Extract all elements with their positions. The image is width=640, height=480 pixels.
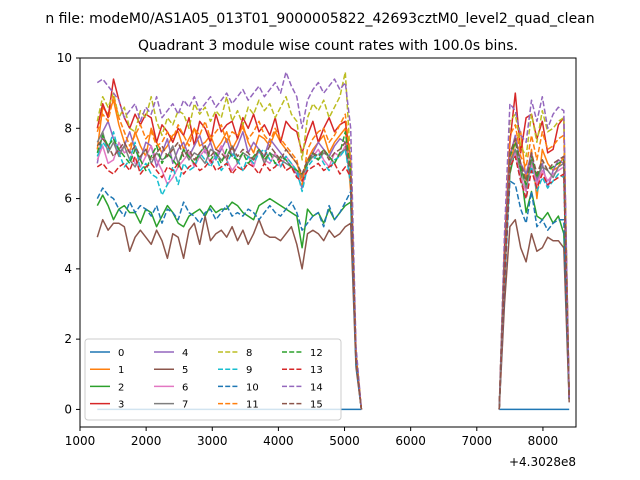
y-tick-label: 6: [64, 192, 72, 206]
y-tick-label: 10: [57, 51, 72, 65]
x-tick-label: 6000: [395, 434, 426, 448]
legend-label: 8: [246, 348, 252, 359]
series-line-9: [96, 131, 363, 410]
x-offset-label: +4.3028e8: [509, 455, 576, 469]
series-line-10: [96, 187, 363, 410]
x-tick-label: 1000: [65, 434, 96, 448]
series-line-6: [96, 141, 363, 410]
legend-label: 7: [182, 400, 188, 411]
series-line-10: [498, 180, 570, 410]
plot-frame: [79, 57, 577, 428]
series-line-13: [498, 155, 570, 410]
series-line-11: [498, 124, 570, 410]
y-tick-label: 8: [64, 121, 72, 135]
series-line-5: [498, 218, 570, 410]
series-line-14: [498, 95, 570, 410]
x-tick-label: 2000: [131, 434, 162, 448]
y-tick-label: 0: [64, 402, 72, 416]
legend-label: 9: [246, 365, 252, 376]
series-line-15: [96, 138, 363, 410]
legend-label: 3: [118, 400, 124, 411]
figure-suptitle: n file: modeM0/AS1A05_013T01_9000005822_…: [45, 11, 594, 27]
x-tick-label: 3000: [197, 434, 228, 448]
legend-label: 14: [310, 382, 323, 393]
legend-label: 4: [182, 348, 188, 359]
x-tick-label: 4000: [263, 434, 294, 448]
series-line-8: [96, 71, 363, 410]
series-line-15: [498, 138, 570, 410]
y-tick-label: 4: [64, 262, 72, 276]
chart-title: Quadrant 3 module wise count rates with …: [138, 38, 518, 54]
series-line-13: [96, 155, 363, 410]
series-line-14: [96, 71, 363, 410]
legend-label: 10: [246, 382, 259, 393]
x-tick-label: 8000: [528, 434, 559, 448]
legend-label: 12: [310, 348, 323, 359]
series-line-12: [498, 141, 570, 410]
y-tick-label: 2: [64, 332, 72, 346]
legend-label: 5: [182, 365, 188, 376]
series-lines: [96, 71, 570, 411]
legend-label: 6: [182, 382, 188, 393]
legend-label: 13: [310, 365, 323, 376]
series-line-12: [96, 131, 363, 410]
series-line-8: [498, 109, 570, 410]
legend-box: [84, 338, 342, 421]
legend-label: 2: [118, 382, 124, 393]
series-line-11: [96, 95, 363, 410]
series-line-5: [96, 215, 363, 410]
series-line-7: [498, 148, 570, 410]
legend-label: 0: [118, 348, 124, 359]
legend-label: 1: [118, 365, 124, 376]
series-line-3: [96, 78, 363, 410]
x-tick-label: 7000: [462, 434, 493, 448]
series-line-4: [96, 120, 363, 410]
legend-label: 11: [246, 400, 259, 411]
x-tick-label: 5000: [329, 434, 360, 448]
legend-label: 15: [310, 400, 323, 411]
series-line-2: [498, 148, 570, 410]
